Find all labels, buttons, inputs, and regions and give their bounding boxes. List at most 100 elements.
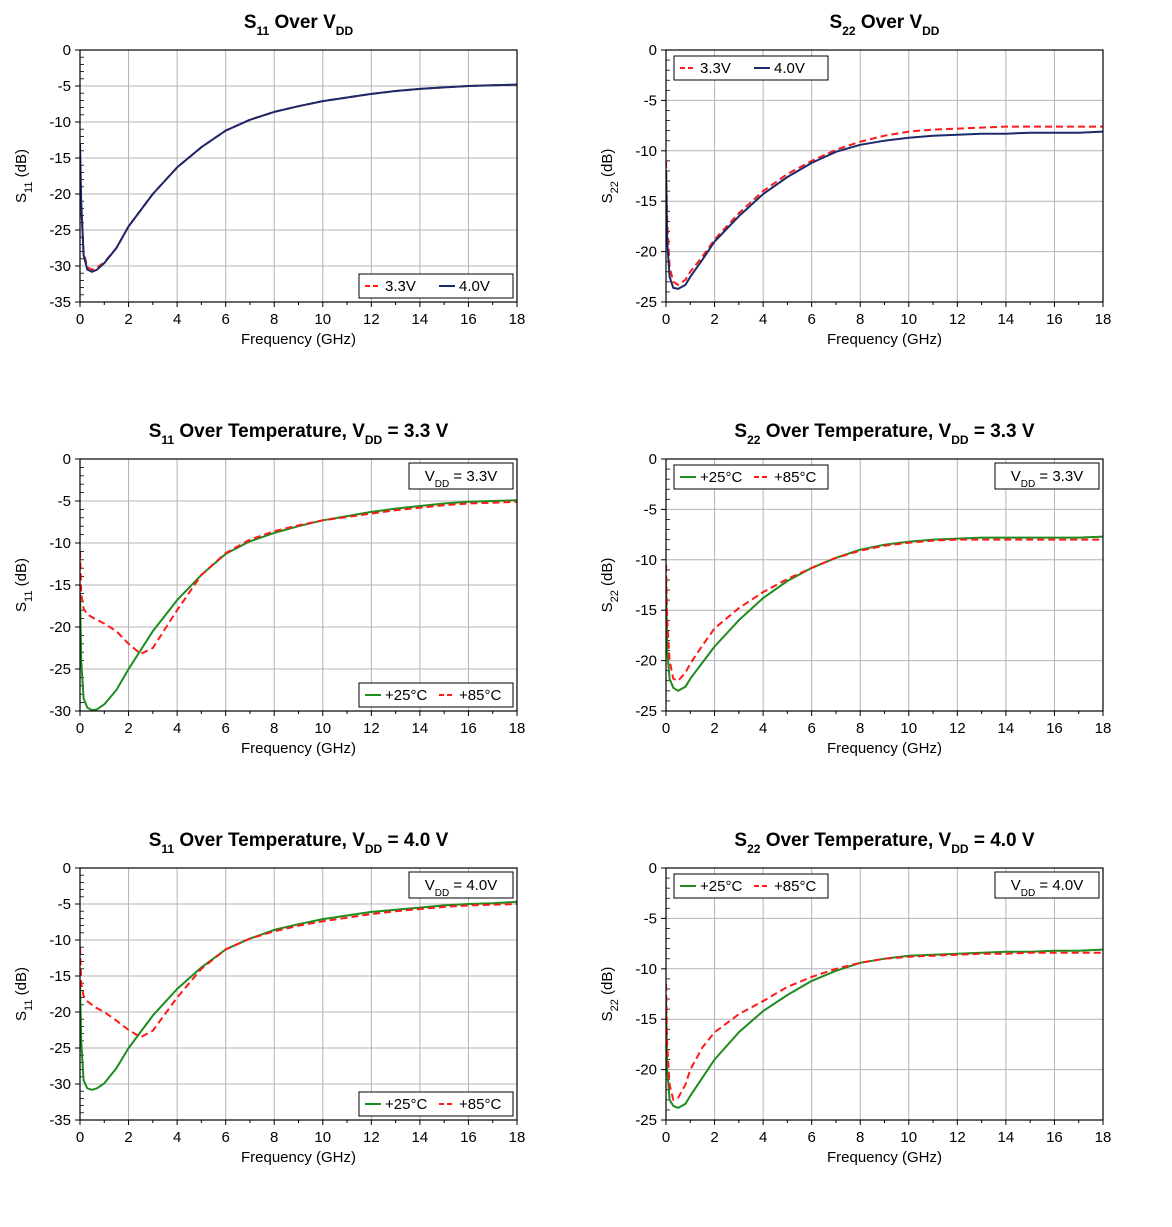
- plot-frame: [79, 49, 518, 303]
- x-tick-label: 10: [900, 1129, 917, 1146]
- x-tick-label: 10: [314, 311, 331, 328]
- y-tick-label: 0: [649, 42, 657, 59]
- x-tick-label: 18: [1095, 1129, 1112, 1146]
- chart-panel: S22 Over Temperature, VDD = 4.0 V 0 2 4 6 8 10…: [586, 818, 1172, 1227]
- x-tick-label: 18: [1095, 311, 1112, 328]
- note-text: VDD = 4.0V: [1011, 877, 1083, 899]
- legend-label: +85°C: [774, 878, 816, 895]
- chart-panel: S11 Over Temperature, VDD = 3.3 V 0 2 4 6 8 10…: [0, 409, 586, 818]
- plot-area: [80, 868, 517, 1120]
- plot-frame: [79, 867, 518, 1121]
- legend-box: [358, 273, 514, 299]
- y-tick-label: -5: [644, 92, 657, 109]
- legend-label: 4.0V: [774, 60, 805, 77]
- legend-box: [358, 682, 514, 708]
- x-tick-label: 4: [759, 1129, 767, 1146]
- vdd-note: VDD = 3.3V: [994, 462, 1100, 490]
- y-axis-label: S22 (dB): [599, 558, 621, 613]
- y-tick-label: -30: [49, 703, 71, 720]
- y-tick-label: 0: [63, 42, 71, 59]
- x-tick-label: 6: [807, 311, 815, 328]
- x-tick-label: 2: [124, 720, 132, 737]
- x-tick-label: 2: [710, 311, 718, 328]
- note-text: VDD = 3.3V: [1011, 468, 1083, 490]
- chart-title: S22 Over VDD: [830, 12, 940, 38]
- y-tick-label: -20: [635, 1062, 657, 1079]
- plot-frame: [665, 49, 1104, 303]
- series-line: [666, 951, 1103, 1101]
- series-line: [666, 125, 1103, 286]
- x-tick-label: 6: [807, 1129, 815, 1146]
- x-tick-label: 12: [949, 311, 966, 328]
- series-line: [80, 83, 517, 273]
- x-tick-label: 2: [710, 1129, 718, 1146]
- plot-frame: [79, 458, 518, 712]
- plot-area: [666, 459, 1103, 711]
- y-tick-label: -20: [635, 653, 657, 670]
- x-tick-label: 10: [314, 720, 331, 737]
- series-line: [666, 948, 1103, 1109]
- x-tick-label: 6: [221, 311, 229, 328]
- series-line: [666, 130, 1103, 290]
- x-tick-label: 2: [124, 311, 132, 328]
- legend-box: [673, 55, 829, 81]
- y-tick-label: 0: [649, 860, 657, 877]
- y-tick-label: -5: [644, 501, 657, 518]
- x-tick-label: 16: [460, 720, 477, 737]
- x-tick-label: 0: [662, 720, 670, 737]
- legend-label: +85°C: [459, 687, 501, 704]
- x-tick-label: 18: [509, 1129, 526, 1146]
- chart-svg: S22 Over VDD 0 2 4 6 8 10 12 14 16 18 0 -5 -10 -15 -20 -…: [599, 12, 1112, 348]
- x-tick-label: 8: [270, 311, 278, 328]
- y-tick-label: -30: [49, 258, 71, 275]
- y-tick-label: 0: [63, 451, 71, 468]
- legend-label: +25°C: [385, 1096, 427, 1113]
- y-tick-label: -15: [635, 1011, 657, 1028]
- y-tick-label: -5: [58, 78, 71, 95]
- x-tick-label: 0: [76, 1129, 84, 1146]
- y-tick-label: -25: [49, 222, 71, 239]
- y-axis-label: S11 (dB): [13, 149, 35, 203]
- x-tick-label: 0: [662, 311, 670, 328]
- note-text: VDD = 3.3V: [425, 468, 497, 490]
- chart-svg: S22 Over Temperature, VDD = 4.0 V 0 2 4 6 8 10…: [599, 830, 1112, 1166]
- x-tick-label: 14: [998, 720, 1015, 737]
- plot-frame: [665, 867, 1104, 1121]
- chart-panel: S11 Over Temperature, VDD = 4.0 V 0 2 4 6 8 10…: [0, 818, 586, 1227]
- x-tick-label: 0: [76, 311, 84, 328]
- chart-title: S22 Over Temperature, VDD = 4.0 V: [734, 830, 1035, 856]
- legend-box: [673, 873, 829, 899]
- y-tick-label: -10: [635, 961, 657, 978]
- y-tick-label: -20: [49, 1004, 71, 1021]
- y-tick-label: -35: [49, 294, 71, 311]
- legend-label: +25°C: [700, 469, 742, 486]
- x-tick-label: 8: [270, 720, 278, 737]
- legend-label: +25°C: [700, 878, 742, 895]
- x-tick-label: 18: [509, 311, 526, 328]
- y-tick-label: -15: [49, 577, 71, 594]
- y-tick-label: -15: [49, 150, 71, 167]
- legend-label: 3.3V: [385, 278, 416, 295]
- series-line: [80, 500, 517, 655]
- x-tick-label: 14: [412, 311, 429, 328]
- x-tick-label: 16: [460, 1129, 477, 1146]
- x-tick-label: 14: [412, 1129, 429, 1146]
- x-axis-label: Frequency (GHz): [827, 1149, 942, 1166]
- y-tick-label: -25: [635, 703, 657, 720]
- legend: +25°C +85°C: [673, 873, 829, 899]
- series-group: [80, 499, 517, 711]
- legend-label: +25°C: [385, 687, 427, 704]
- y-tick-label: -5: [644, 910, 657, 927]
- y-tick-label: -25: [635, 1112, 657, 1129]
- y-axis-label: S11 (dB): [13, 967, 35, 1021]
- y-tick-label: -10: [49, 932, 71, 949]
- x-axis-label: Frequency (GHz): [241, 331, 356, 348]
- legend: 3.3V 4.0V: [358, 273, 514, 299]
- y-tick-label: -15: [635, 602, 657, 619]
- chart-title: S11 Over Temperature, VDD = 3.3 V: [149, 421, 449, 447]
- x-tick-label: 8: [270, 1129, 278, 1146]
- y-tick-label: -10: [635, 552, 657, 569]
- y-tick-label: -35: [49, 1112, 71, 1129]
- y-tick-label: 0: [649, 451, 657, 468]
- legend: +25°C +85°C: [358, 1091, 514, 1117]
